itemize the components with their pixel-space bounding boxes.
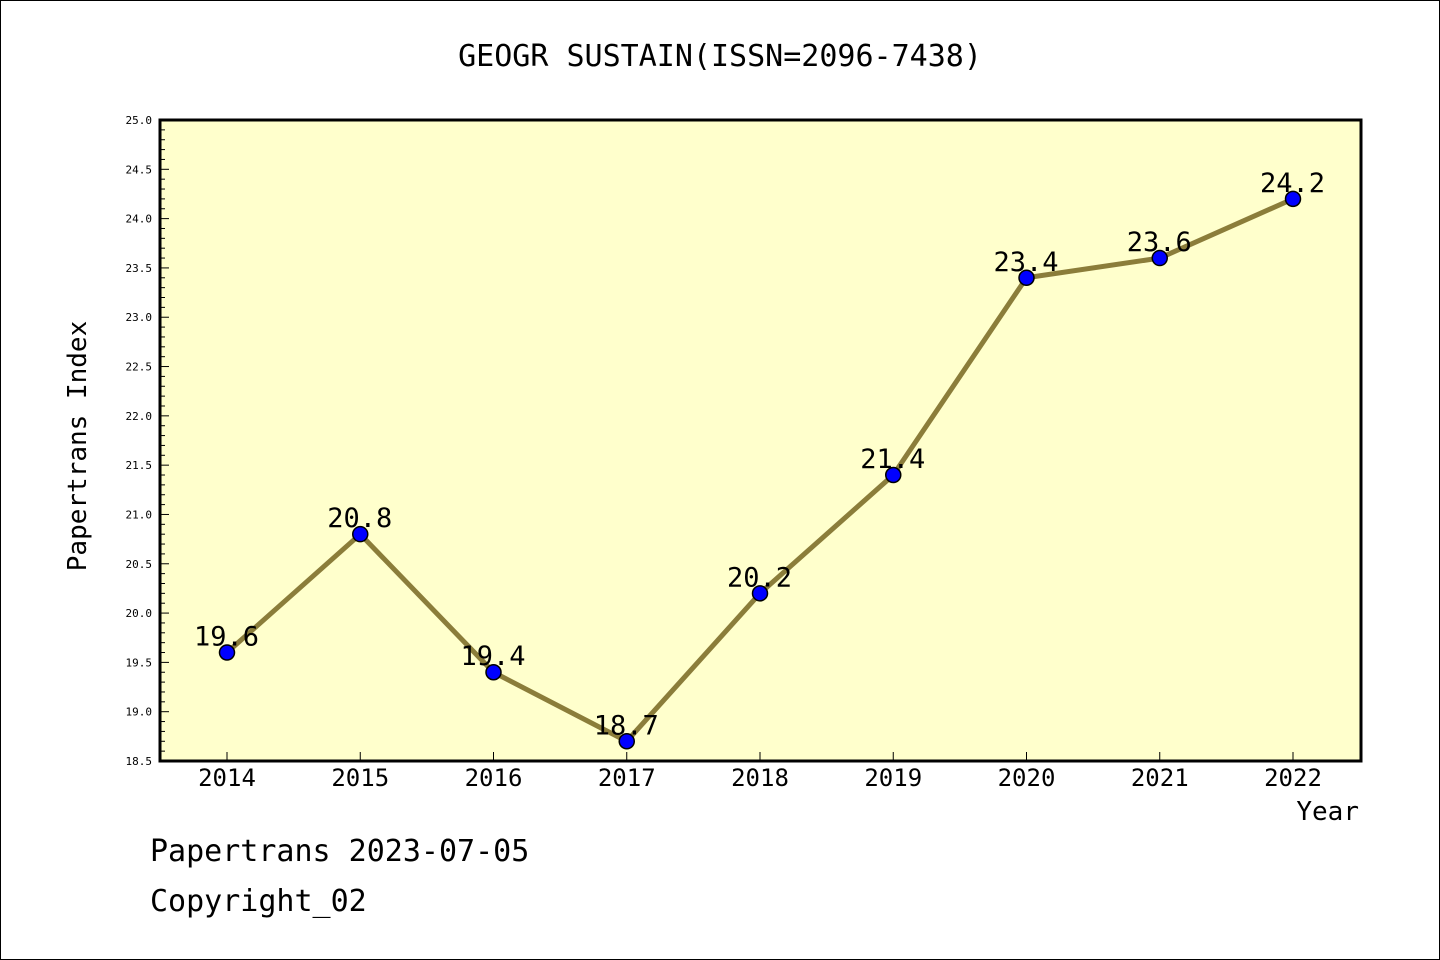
data-point — [485, 663, 502, 681]
y-tick-label: 23.0 — [126, 311, 153, 324]
y-tick-label: 20.5 — [126, 558, 153, 571]
y-axis-label: Papertrans Index — [63, 321, 93, 571]
x-tick-label: 2017 — [598, 764, 656, 792]
x-axis-label: Year — [1296, 797, 1359, 827]
plot-area — [158, 118, 1363, 763]
data-point — [1018, 269, 1035, 287]
x-tick-label: 2020 — [998, 764, 1056, 792]
footer-copyright: Copyright_02 — [150, 884, 367, 919]
x-tick-label: 2015 — [331, 764, 389, 792]
x-tick-label: 2019 — [864, 764, 922, 792]
y-tick-label: 21.5 — [126, 459, 153, 472]
y-tick-label: 20.0 — [126, 607, 153, 620]
footer-date: Papertrans 2023-07-05 — [150, 834, 530, 869]
data-point — [1151, 249, 1168, 267]
x-tick-label: 2016 — [465, 764, 523, 792]
y-tick-label: 18.5 — [126, 755, 153, 768]
y-tick-label: 19.5 — [126, 656, 153, 669]
x-tick-label: 2021 — [1131, 764, 1189, 792]
data-point — [218, 644, 236, 661]
y-tick-label: 19.0 — [126, 706, 153, 719]
x-axis-ticks: 2014 2015 2016 2017 2018 2019 2020 2021 2022 — [198, 752, 1322, 792]
x-tick-label: 2022 — [1264, 764, 1322, 792]
y-axis-ticks: 18.5 19.0 19.5 20.0 20.5 21.0 21.5 22.0 22.5 23.0… — [126, 114, 169, 768]
x-tick-label: 2018 — [731, 764, 789, 792]
data-points — [218, 190, 1302, 750]
data-point — [885, 466, 902, 484]
data-point — [352, 525, 369, 543]
data-point — [618, 733, 635, 750]
y-tick-label: 24.0 — [126, 213, 153, 226]
y-tick-label: 24.5 — [126, 163, 153, 176]
x-tick-label: 2014 — [198, 764, 256, 792]
y-tick-label: 23.5 — [126, 262, 153, 275]
data-point — [751, 585, 769, 602]
chart-title: GEOGR SUSTAIN(ISSN=2096-7438) — [458, 39, 982, 74]
y-tick-label: 22.5 — [126, 361, 153, 374]
y-tick-label: 22.0 — [126, 410, 153, 423]
y-tick-label: 25.0 — [126, 114, 153, 127]
data-point — [1284, 190, 1302, 208]
y-tick-label: 21.0 — [126, 508, 153, 521]
